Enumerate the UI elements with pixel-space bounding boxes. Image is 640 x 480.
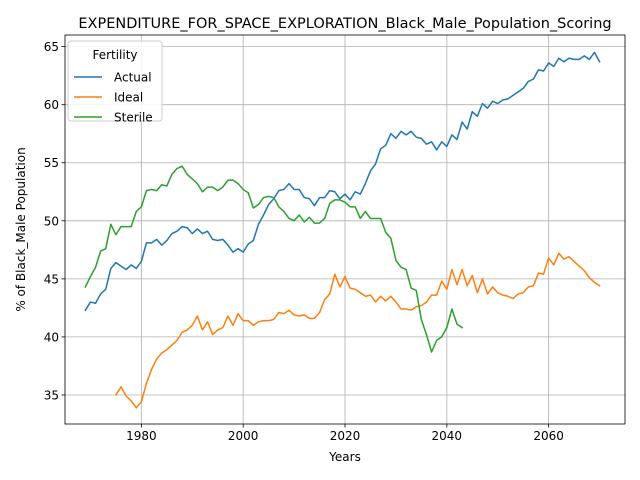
x-tick-label: 1980 <box>126 429 157 443</box>
legend-title: Fertility <box>92 48 137 62</box>
series-line-ideal <box>114 252 601 409</box>
y-axis-label: % of Black_Male Population <box>14 147 28 311</box>
legend-box <box>67 40 163 122</box>
y-tick-label: 40 <box>44 330 59 344</box>
chart-title: EXPENDITURE_FOR_SPACE_EXPLORATION_Black_… <box>78 16 611 32</box>
legend-label-actual: Actual <box>114 71 152 85</box>
y-tick-label: 65 <box>44 40 59 54</box>
series-line-actual <box>84 51 601 312</box>
x-tick-label: 2020 <box>330 429 361 443</box>
y-tick-label: 55 <box>44 156 59 170</box>
series-lines <box>84 51 601 409</box>
x-tick-label: 2060 <box>533 429 564 443</box>
x-tick-label: 2040 <box>432 429 463 443</box>
legend-label-sterile: Sterile <box>114 111 153 125</box>
y-tick-label: 60 <box>44 98 59 112</box>
x-tick-label: 2000 <box>228 429 259 443</box>
y-tick-label: 35 <box>44 388 59 402</box>
axis-ticks: 1980 2000 2020 2040 2060 35 40 45 50 55 60 65 <box>44 40 564 443</box>
legend-label-ideal: Ideal <box>114 91 143 105</box>
y-tick-label: 45 <box>44 272 59 286</box>
grid-lines <box>65 35 625 424</box>
legend: Fertility Actual Ideal Sterile <box>67 40 163 125</box>
x-axis-label: Years <box>328 450 361 464</box>
y-tick-label: 50 <box>44 214 59 228</box>
series-line-sterile <box>84 165 464 353</box>
